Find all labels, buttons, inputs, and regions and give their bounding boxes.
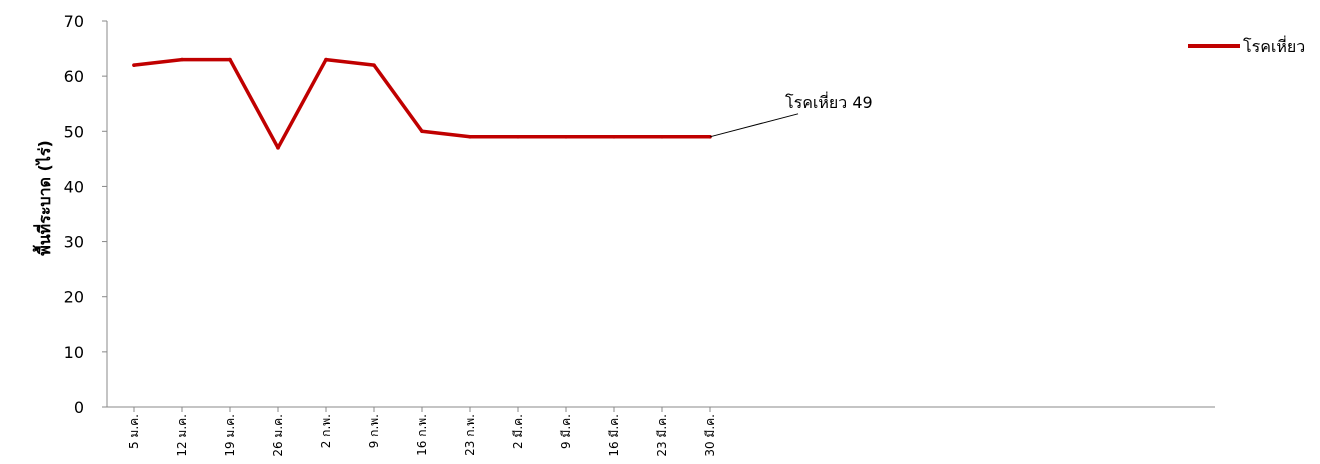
x-axis-ticks: 5 ม.ค. 12 ม.ค. 19 ม.ค. 26 ม.ค. 2 ก.พ. 9 ก.พ. 1…	[127, 407, 717, 457]
x-tick-label: 16 มี.ค.	[607, 414, 621, 457]
data-point	[420, 129, 424, 134]
y-tick-label: 40	[64, 177, 84, 196]
data-point	[228, 57, 232, 62]
annotation-layer: โรคเหี่ยว 49	[709, 91, 873, 138]
x-tick-label: 19 ม.ค.	[223, 414, 237, 457]
data-point	[612, 135, 616, 139]
series-layer	[132, 57, 712, 150]
x-tick-label: 5 ม.ค.	[127, 414, 141, 449]
x-tick-label: 26 ม.ค.	[271, 414, 285, 457]
annotation-leader-line	[709, 113, 799, 138]
data-point	[180, 57, 184, 62]
data-point	[132, 63, 136, 67]
y-tick-label: 60	[64, 67, 84, 86]
x-tick-label: 12 ม.ค.	[175, 414, 189, 457]
data-point	[516, 135, 520, 139]
legend-label: โรคเหี่ยว	[1243, 35, 1305, 56]
data-point	[468, 135, 472, 139]
y-tick-label: 70	[64, 12, 84, 31]
x-tick-label: 2 มี.ค.	[511, 414, 525, 449]
y-axis-title: พื้นที่ระบาด (ไร่)	[32, 140, 54, 256]
x-tick-label: 30 มี.ค.	[703, 414, 717, 457]
y-tick-label: 10	[64, 343, 84, 362]
legend: โรคเหี่ยว	[1188, 35, 1305, 56]
data-point	[324, 57, 328, 62]
x-tick-label: 23 ก.พ.	[463, 414, 477, 456]
x-tick-label: 9 ก.พ.	[367, 414, 381, 448]
x-tick-label: 2 ก.พ.	[319, 414, 333, 448]
axes	[106, 21, 1215, 408]
y-axis-ticks: 0 10 20 30 40 50 60 70	[64, 12, 107, 417]
series-line	[132, 57, 712, 150]
y-tick-label: 20	[64, 288, 84, 307]
y-tick-label: 50	[64, 122, 84, 141]
y-tick-label: 0	[74, 398, 84, 417]
x-tick-label: 23 มี.ค.	[655, 414, 669, 457]
x-tick-label: 16 ก.พ.	[415, 414, 429, 456]
x-tick-label: 9 มี.ค.	[559, 414, 573, 449]
data-point	[660, 135, 664, 139]
data-point	[276, 146, 280, 150]
data-point	[564, 135, 568, 139]
y-tick-label: 30	[64, 233, 84, 252]
annotation-label: โรคเหี่ยว 49	[785, 91, 873, 112]
data-point	[372, 63, 376, 67]
